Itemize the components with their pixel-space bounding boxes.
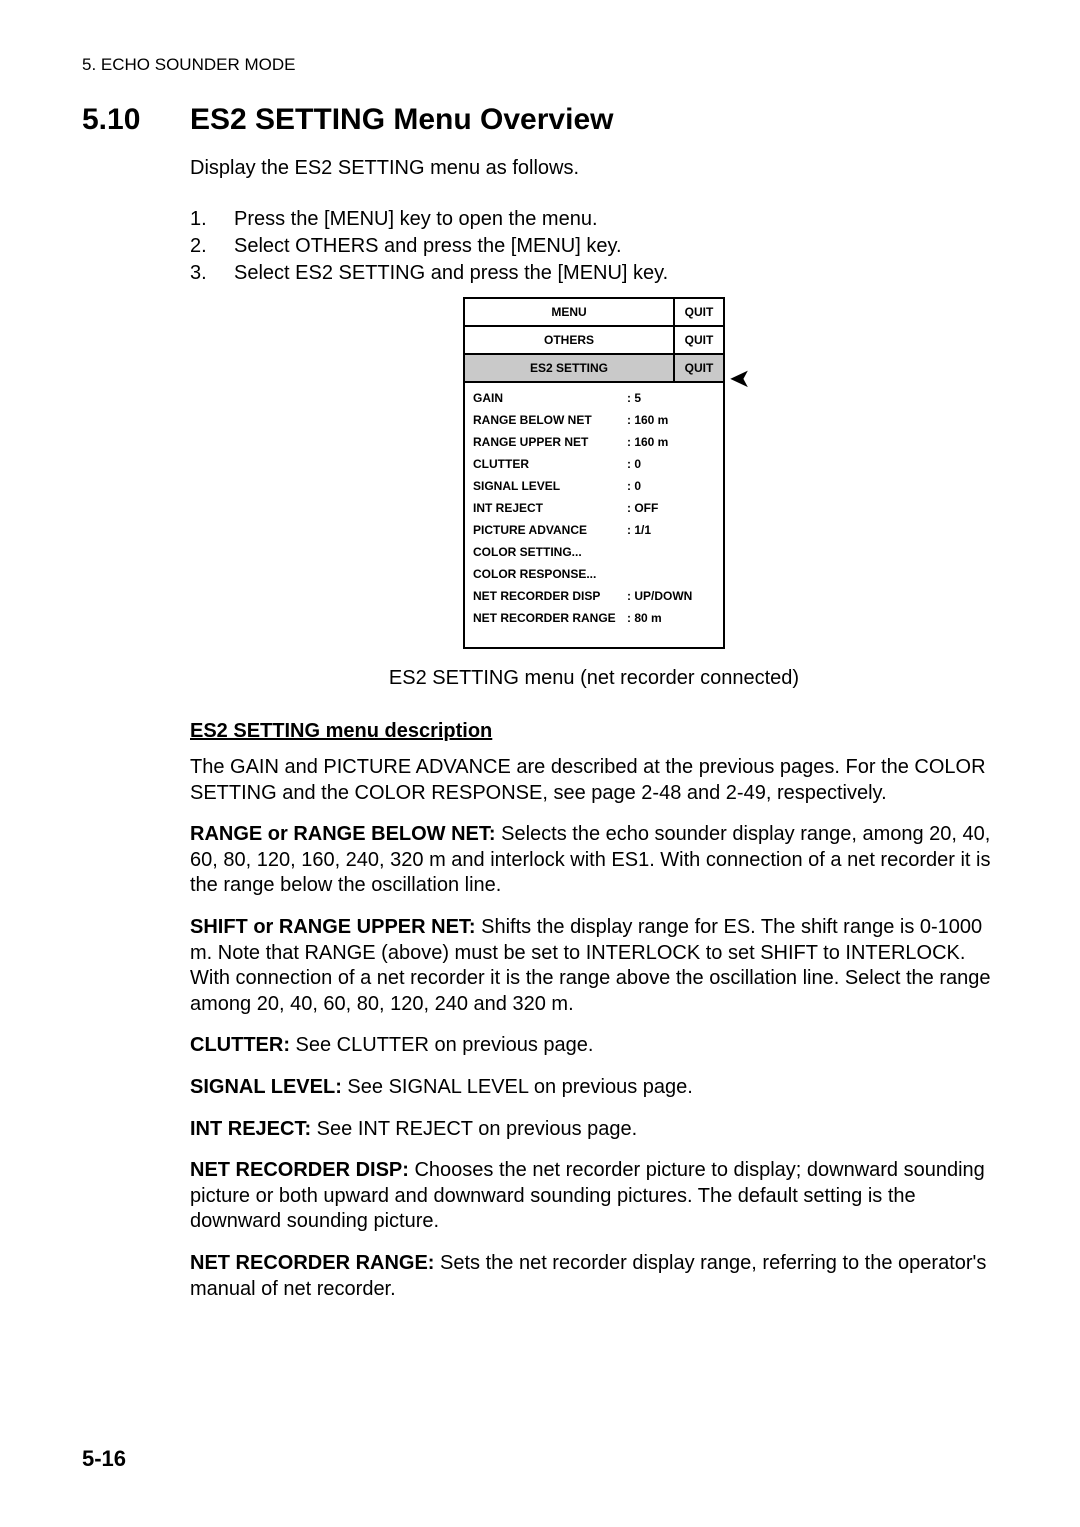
para-term: NET RECORDER DISP: (190, 1159, 409, 1181)
step-text: Select OTHERS and press the [MENU] key. (234, 235, 622, 258)
menu-header-label: MENU (465, 299, 675, 325)
menu-item-value: : 160 m (627, 413, 715, 427)
para-term: RANGE or RANGE BELOW NET: (190, 823, 496, 845)
menu-row: NET RECORDER RANGE: 80 m (473, 611, 715, 625)
section-title: ES2 SETTING Menu Overview (190, 103, 613, 136)
paragraph: SIGNAL LEVEL: See SIGNAL LEVEL on previo… (190, 1075, 998, 1101)
list-item: 2. Select OTHERS and press the [MENU] ke… (190, 235, 998, 258)
paragraph: SHIFT or RANGE UPPER NET: Shifts the dis… (190, 915, 998, 1017)
menu-item-value: : 5 (627, 391, 715, 405)
step-number: 2. (190, 235, 234, 258)
menu-item-value: : 0 (627, 457, 715, 471)
menu-header-row: OTHERS QUIT (465, 327, 723, 355)
cursor-icon: ➤ (729, 365, 751, 391)
menu-item-value (627, 567, 715, 581)
menu-body: GAIN: 5 RANGE BELOW NET: 160 m RANGE UPP… (465, 383, 723, 647)
para-term: INT REJECT: (190, 1118, 311, 1140)
menu-row: NET RECORDER DISP: UP/DOWN (473, 589, 715, 603)
step-text: Select ES2 SETTING and press the [MENU] … (234, 262, 668, 285)
section-number: 5.10 (82, 103, 190, 137)
menu-item-value: : UP/DOWN (627, 589, 715, 603)
paragraph: The GAIN and PICTURE ADVANCE are describ… (190, 755, 998, 806)
step-number: 3. (190, 262, 234, 285)
para-term: CLUTTER: (190, 1034, 290, 1056)
paragraph: RANGE or RANGE BELOW NET: Selects the ec… (190, 822, 998, 899)
menu-header-quit: QUIT (675, 355, 723, 381)
menu-item-label: NET RECORDER DISP (473, 589, 627, 603)
section-heading: 5.10ES2 SETTING Menu Overview (82, 103, 998, 137)
menu-row: RANGE BELOW NET: 160 m (473, 413, 715, 427)
menu-item-label: CLUTTER (473, 457, 627, 471)
menu-row: GAIN: 5 (473, 391, 715, 405)
menu-figure: MENU QUIT OTHERS QUIT ES2 SETTING QUIT G… (463, 297, 725, 649)
paragraph: CLUTTER: See CLUTTER on previous page. (190, 1033, 998, 1059)
menu-item-label: INT REJECT (473, 501, 627, 515)
menu-row: RANGE UPPER NET: 160 m (473, 435, 715, 449)
menu-box: MENU QUIT OTHERS QUIT ES2 SETTING QUIT G… (463, 297, 725, 649)
menu-item-label: COLOR RESPONSE... (473, 567, 627, 581)
para-text: See CLUTTER on previous page. (290, 1034, 594, 1056)
menu-row: COLOR SETTING... (473, 545, 715, 559)
list-item: 1. Press the [MENU] key to open the menu… (190, 208, 998, 231)
step-number: 1. (190, 208, 234, 231)
menu-item-label: SIGNAL LEVEL (473, 479, 627, 493)
menu-row: INT REJECT: OFF (473, 501, 715, 515)
menu-item-label: PICTURE ADVANCE (473, 523, 627, 537)
para-term: SIGNAL LEVEL: (190, 1076, 342, 1098)
menu-header-row-active: ES2 SETTING QUIT (465, 355, 723, 383)
menu-item-label: RANGE UPPER NET (473, 435, 627, 449)
page-number: 5-16 (82, 1446, 126, 1472)
menu-header-label: OTHERS (465, 327, 675, 353)
menu-row: PICTURE ADVANCE: 1/1 (473, 523, 715, 537)
para-term: SHIFT or RANGE UPPER NET: (190, 916, 476, 938)
menu-item-label: GAIN (473, 391, 627, 405)
figure-caption: ES2 SETTING menu (net recorder connected… (190, 667, 998, 690)
menu-header-label: ES2 SETTING (465, 355, 675, 381)
step-text: Press the [MENU] key to open the menu. (234, 208, 598, 231)
menu-header-quit: QUIT (675, 299, 723, 325)
para-term: NET RECORDER RANGE: (190, 1252, 434, 1274)
menu-item-value: : 1/1 (627, 523, 715, 537)
paragraph: NET RECORDER DISP: Chooses the net recor… (190, 1158, 998, 1235)
menu-item-label: COLOR SETTING... (473, 545, 627, 559)
menu-item-value: : OFF (627, 501, 715, 515)
menu-item-label: RANGE BELOW NET (473, 413, 627, 427)
menu-item-value: : 80 m (627, 611, 715, 625)
menu-item-value: : 0 (627, 479, 715, 493)
steps-list: 1. Press the [MENU] key to open the menu… (190, 208, 998, 285)
list-item: 3. Select ES2 SETTING and press the [MEN… (190, 262, 998, 285)
running-head: 5. ECHO SOUNDER MODE (82, 55, 998, 75)
menu-row: COLOR RESPONSE... (473, 567, 715, 581)
menu-header-row: MENU QUIT (465, 299, 723, 327)
page: 5. ECHO SOUNDER MODE 5.10ES2 SETTING Men… (0, 0, 1080, 1527)
menu-header-quit: QUIT (675, 327, 723, 353)
intro-text: Display the ES2 SETTING menu as follows. (190, 157, 998, 180)
menu-item-value (627, 545, 715, 559)
paragraph: INT REJECT: See INT REJECT on previous p… (190, 1117, 998, 1143)
para-text: See INT REJECT on previous page. (311, 1118, 637, 1140)
subsection-heading: ES2 SETTING menu description (190, 720, 998, 743)
menu-item-value: : 160 m (627, 435, 715, 449)
menu-row: CLUTTER: 0 (473, 457, 715, 471)
paragraph: NET RECORDER RANGE: Sets the net recorde… (190, 1251, 998, 1302)
menu-item-label: NET RECORDER RANGE (473, 611, 627, 625)
para-text: See SIGNAL LEVEL on previous page. (342, 1076, 693, 1098)
menu-row: SIGNAL LEVEL: 0 (473, 479, 715, 493)
